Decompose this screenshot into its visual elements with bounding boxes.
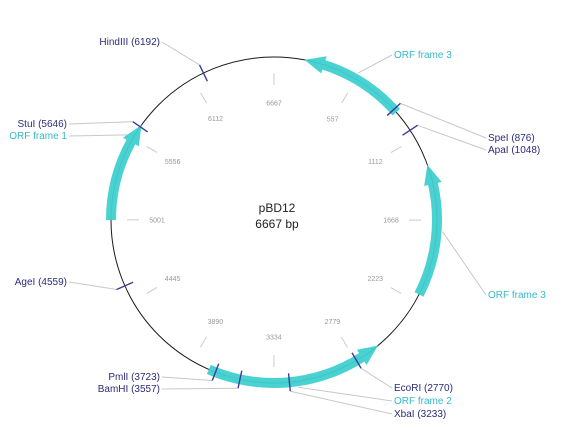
tick-mark (146, 287, 158, 294)
tick-mark (341, 92, 349, 104)
site-callout-line (161, 41, 200, 66)
site-callout-line (161, 387, 239, 390)
orf-label-orf-1: ORF frame 1 (9, 131, 67, 142)
site-callout-line (68, 281, 117, 290)
orf-features (106, 56, 442, 388)
site-marker-agei (116, 281, 134, 291)
tick-mark (390, 287, 402, 295)
orf-callout-line (298, 386, 393, 402)
orf-arrow-orf-3-top (304, 56, 401, 116)
site-label-agei: AgeI (4559) (15, 277, 67, 288)
tick-mark (340, 336, 348, 348)
site-marker-pmli (211, 363, 220, 381)
site-marker-hindiii (198, 64, 208, 82)
tick-label: 3334 (266, 335, 282, 342)
site-label-xbai: XbaI (3233) (394, 409, 446, 420)
orf-label-orf-3-top: ORF frame 3 (394, 50, 452, 61)
orf-label-orf-2: ORF frame 2 (394, 396, 452, 407)
tick-mark (199, 336, 207, 348)
plasmid-size: 6667 bp (255, 217, 299, 231)
tick-mark (146, 146, 158, 153)
tick-label: 3890 (208, 319, 224, 326)
site-callout-line (417, 124, 487, 151)
tick-label: 6667 (266, 101, 282, 108)
site-label-ecori: EcoRI (2770) (394, 383, 453, 394)
site-marker-xbai (287, 373, 291, 392)
tick-label: 2223 (367, 276, 383, 283)
tick-label: 1668 (383, 218, 399, 225)
site-label-apai: ApaI (1048) (488, 145, 540, 156)
site-callout-line (400, 102, 487, 139)
site-callout-line (360, 367, 393, 389)
site-label-hindiii: HindIII (6192) (99, 37, 160, 48)
site-marker-spei (386, 102, 401, 117)
tick-label: 4445 (165, 276, 181, 283)
site-marker-stui (132, 121, 149, 133)
orf-callout-line (68, 134, 128, 137)
tick-label: 5001 (149, 217, 165, 224)
site-label-bamhi: BamHI (3557) (98, 384, 160, 395)
orf-label-orf-3-right: ORF frame 3 (488, 290, 546, 301)
tick-marks: 6667 557 1112 1668 2223 2779 3334 3890 4445 5001 5… (126, 73, 422, 368)
site-marker-ecori (351, 352, 362, 369)
orf-arrow-orf-2 (206, 345, 378, 388)
tick-label: 1112 (368, 159, 383, 166)
restriction-sites (116, 64, 418, 392)
site-callout-line (161, 376, 213, 382)
tick-mark (390, 146, 402, 154)
orf-callout-line (442, 231, 487, 296)
tick-label: 5556 (165, 159, 181, 166)
tick-mark (200, 92, 207, 104)
site-label-pmli: PmlI (3723) (108, 372, 160, 383)
site-marker-apai (402, 124, 418, 136)
tick-label: 6112 (208, 116, 223, 123)
tick-label: 2779 (325, 319, 341, 326)
plasmid-name: pBD12 (259, 201, 296, 215)
orf-arrow-orf-3-right (414, 164, 442, 297)
feature-labels: ORF frame 3 ORF frame 3 ORF frame 2 ORF fra… (9, 37, 546, 420)
site-callout-line (68, 121, 133, 125)
site-callout-line (290, 390, 393, 415)
site-label-spei: SpeI (876) (488, 133, 535, 144)
callout-lines (68, 41, 487, 415)
tick-label: 557 (327, 116, 339, 123)
orf-arrow-orf-1 (106, 125, 142, 221)
orf-callout-line (357, 54, 393, 74)
site-label-stui: StuI (5646) (18, 119, 67, 130)
site-marker-bamhi (237, 370, 243, 389)
